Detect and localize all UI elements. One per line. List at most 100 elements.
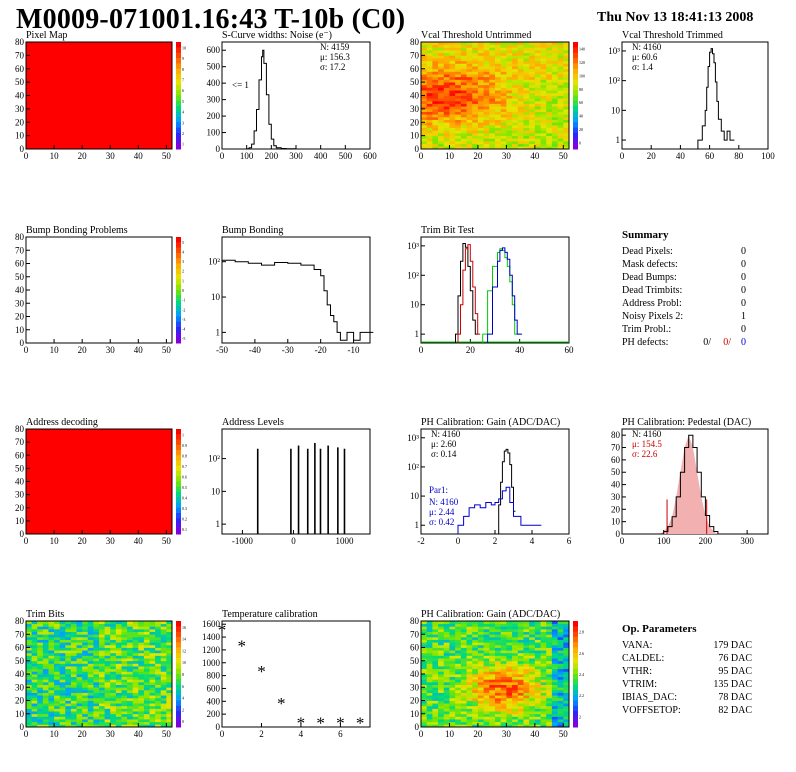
heatmap-cell [512, 658, 519, 662]
heatmap-cell [449, 50, 456, 54]
heatmap-cell [426, 676, 433, 680]
heatmap-cell [421, 708, 428, 712]
heatmap-cell [65, 628, 72, 632]
heatmap-cell [160, 644, 167, 648]
chart-scurve-noise: S-Curve widths: Noise (e⁻)0 100 200 300 400 5… [207, 30, 378, 161]
heatmap-cell [59, 692, 66, 696]
heatmap-cell [426, 700, 433, 704]
y-tick-label: 1 [216, 327, 221, 337]
heatmap-cell [512, 679, 519, 683]
heatmap-cell [87, 705, 94, 709]
heatmap-cell [432, 119, 439, 123]
heatmap-cell [455, 668, 462, 672]
heatmap-cell [551, 116, 559, 120]
heatmap-cell [143, 626, 150, 630]
heatmap-cell [166, 697, 173, 701]
heatmap-cell [42, 639, 49, 643]
heatmap-cell [557, 132, 564, 137]
heatmap-cell [466, 631, 473, 635]
heatmap-cell [432, 130, 439, 134]
heatmap-cell [143, 713, 150, 717]
heatmap-cell [517, 68, 524, 72]
colorbar-segment [176, 305, 181, 312]
heatmap-cell [132, 681, 139, 685]
heatmap-cell [432, 68, 439, 72]
heatmap-cell [443, 705, 450, 709]
heatmap-cell [443, 700, 450, 704]
heatmap-cell [443, 674, 450, 678]
heatmap-cell [540, 95, 547, 99]
heatmap-cell [166, 689, 173, 693]
heatmap-cell [93, 666, 100, 670]
heatmap-cell [455, 639, 462, 643]
heatmap-cell [155, 639, 162, 643]
colorbar-segment [176, 450, 181, 456]
heatmap-cell [523, 58, 530, 62]
heatmap-cell [455, 660, 462, 664]
heatmap-cell [512, 63, 519, 67]
heatmap-cell [37, 621, 44, 625]
heatmap-cell [76, 676, 83, 680]
heatmap-cell [59, 623, 66, 627]
heatmap-cell [99, 639, 106, 643]
heatmap-cell [37, 663, 44, 667]
heatmap-cell [426, 135, 433, 139]
heatmap-cell [529, 92, 536, 96]
heatmap-cell [529, 644, 536, 648]
heatmap-cell [512, 55, 519, 59]
heatmap-cell [426, 684, 433, 688]
heatmap-cell [59, 721, 66, 725]
heatmap-cell [557, 87, 564, 91]
heatmap-cell [540, 623, 547, 627]
heatmap-cell [506, 68, 513, 72]
heatmap-cell [155, 626, 162, 630]
heatmap-cell [495, 674, 502, 678]
heatmap-cell [26, 721, 33, 725]
heatmap-cell [82, 674, 89, 678]
heatmap-cell [127, 655, 134, 659]
heatmap-cell [70, 679, 77, 683]
heatmap-cell [59, 647, 66, 651]
heatmap-cell [443, 95, 450, 99]
heatmap-cell [495, 87, 502, 91]
heatmap-cell [517, 143, 524, 147]
heatmap-cell [500, 650, 507, 654]
heatmap-cell [149, 663, 156, 667]
heatmap-cell [432, 111, 439, 115]
heatmap-cell [477, 95, 485, 99]
heatmap-cell [432, 689, 439, 693]
heatmap-cell [483, 679, 490, 683]
heatmap-cell [426, 42, 433, 46]
heatmap-cell [449, 111, 456, 115]
heatmap-cell [546, 47, 553, 51]
heatmap-cell [517, 124, 524, 128]
heatmap-cell [432, 76, 439, 80]
colorbar-segment [573, 689, 578, 696]
heatmap-cell [495, 642, 502, 646]
heatmap-cell [506, 143, 513, 147]
heatmap-cell [523, 681, 530, 685]
heatmap-cell [438, 140, 445, 145]
stats-n: N: 4160 [431, 429, 461, 439]
heatmap-cell [432, 87, 439, 91]
colorbar-label: 3 [182, 259, 184, 264]
heatmap-cell [506, 695, 513, 699]
heatmap-cell [115, 697, 122, 701]
heatmap-cell [443, 146, 450, 150]
heatmap-cell [534, 695, 541, 699]
heatmap-cell [449, 138, 456, 142]
heatmap-cell [563, 100, 570, 104]
heatmap-cell [512, 82, 519, 86]
heatmap-cell [472, 668, 479, 672]
heatmap-cell [48, 695, 55, 699]
heatmap-cell [517, 724, 524, 728]
heatmap-cell [546, 621, 553, 625]
chart-title: Address decoding [26, 417, 98, 428]
colorbar-label: 100 [579, 73, 585, 78]
heatmap-cell [121, 647, 128, 651]
heatmap-cell [42, 631, 49, 635]
heatmap-cell [500, 132, 507, 137]
y-tick-label: 30 [15, 490, 25, 500]
heatmap-cell [506, 639, 513, 643]
heatmap-cell [421, 132, 428, 137]
